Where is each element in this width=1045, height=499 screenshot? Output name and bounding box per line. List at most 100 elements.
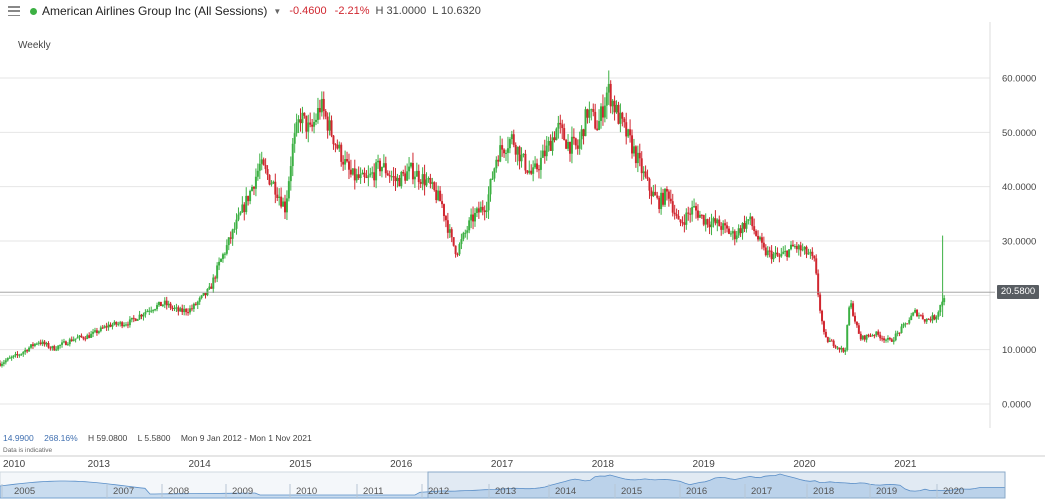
- candle-body: [258, 163, 261, 171]
- candle-body: [652, 191, 655, 197]
- candle-body: [875, 331, 878, 336]
- candle-body: [675, 214, 678, 216]
- candle-body: [229, 237, 232, 239]
- candle-body: [134, 318, 137, 321]
- candle-body: [324, 111, 327, 117]
- candle-body: [107, 324, 110, 328]
- candle-body: [636, 152, 639, 164]
- x-tick-label: 2017: [491, 459, 514, 470]
- candle-body: [919, 315, 922, 317]
- navigator-range-selector[interactable]: [427, 471, 1006, 499]
- x-tick-label: 2021: [894, 459, 917, 470]
- candle-body: [101, 327, 104, 329]
- x-tick-label: 2014: [188, 459, 211, 470]
- candle-body: [338, 144, 341, 149]
- candle-body: [289, 166, 292, 182]
- candle-body: [508, 139, 511, 149]
- candle-body: [729, 233, 732, 235]
- candle-body: [161, 304, 164, 307]
- candle-body: [871, 335, 874, 337]
- candle-body: [198, 297, 201, 302]
- candle-body: [119, 322, 122, 324]
- candle-body: [200, 295, 203, 298]
- candle-body: [309, 122, 312, 125]
- candle-body: [656, 195, 659, 198]
- candle-body: [598, 120, 601, 130]
- candle-body: [167, 303, 170, 306]
- candle-body: [408, 166, 411, 172]
- candle-body: [59, 344, 62, 346]
- candle-body: [433, 182, 436, 191]
- candle-body: [658, 197, 661, 210]
- candle-body: [82, 337, 85, 339]
- candle-body: [790, 244, 793, 250]
- candle-body: [822, 321, 825, 332]
- last-price-tag: 20.5800: [997, 285, 1039, 300]
- candle-body: [665, 188, 668, 192]
- candle-body: [931, 315, 934, 321]
- menu-icon[interactable]: [8, 6, 20, 16]
- candle-body: [421, 174, 424, 184]
- navigator-tick-label: 2008: [168, 486, 189, 497]
- chevron-down-icon[interactable]: ▼: [273, 6, 282, 16]
- candle-body: [452, 237, 455, 246]
- y-tick-label: 30.0000: [1002, 237, 1036, 248]
- candle-body: [448, 229, 451, 233]
- candle-body: [536, 163, 539, 170]
- candle-body: [600, 106, 603, 121]
- candle-body: [644, 171, 647, 177]
- candle-body: [359, 174, 362, 179]
- candle-body: [588, 109, 591, 118]
- candle-body: [898, 332, 901, 334]
- candle-body: [681, 222, 684, 224]
- candle-body: [906, 323, 909, 325]
- candle-body: [530, 170, 533, 174]
- candle-body: [762, 242, 765, 248]
- candle-body: [541, 150, 544, 158]
- candle-body: [501, 145, 504, 150]
- candle-body: [187, 312, 190, 314]
- candle-body: [809, 251, 812, 254]
- x-tick-label: 2019: [693, 459, 716, 470]
- candle-body: [545, 145, 548, 157]
- candle-body: [499, 145, 502, 162]
- candle-body: [295, 122, 298, 134]
- candle-body: [745, 220, 748, 229]
- instrument-name[interactable]: American Airlines Group Inc (All Session…: [42, 4, 268, 18]
- navigator-tick-label: 2018: [813, 486, 834, 497]
- candle-body: [233, 228, 236, 230]
- candle-body: [537, 169, 540, 171]
- navigator-tick-label: 2012: [428, 486, 449, 497]
- candle-body: [491, 178, 494, 180]
- candle-body: [235, 219, 238, 229]
- candle-body: [105, 326, 108, 328]
- candle-body: [326, 116, 329, 131]
- candle-body: [353, 168, 356, 181]
- candle-body: [410, 162, 413, 167]
- candle-body: [506, 148, 509, 153]
- candle-body: [357, 174, 360, 179]
- candle-body: [708, 224, 711, 228]
- candle-body: [578, 139, 581, 149]
- x-tick-label: 2010: [3, 459, 26, 470]
- candle-body: [493, 168, 496, 179]
- candle-body: [369, 173, 372, 176]
- candle-body: [177, 307, 180, 312]
- candle-body: [590, 109, 593, 111]
- candle-body: [687, 212, 690, 214]
- candle-body: [402, 172, 405, 174]
- candle-body: [212, 277, 215, 289]
- candle-body: [510, 134, 513, 140]
- interval-label[interactable]: Weekly: [18, 40, 51, 51]
- x-tick-label: 2020: [793, 459, 816, 470]
- candle-body: [92, 331, 95, 334]
- candle-body: [90, 333, 93, 338]
- candle-body: [888, 337, 891, 340]
- candle-body: [867, 334, 870, 336]
- candle-body: [619, 112, 622, 124]
- stats-high: H 59.0800: [88, 433, 128, 443]
- candle-body: [247, 195, 250, 202]
- candle-body: [84, 338, 87, 340]
- candle-body: [377, 160, 380, 163]
